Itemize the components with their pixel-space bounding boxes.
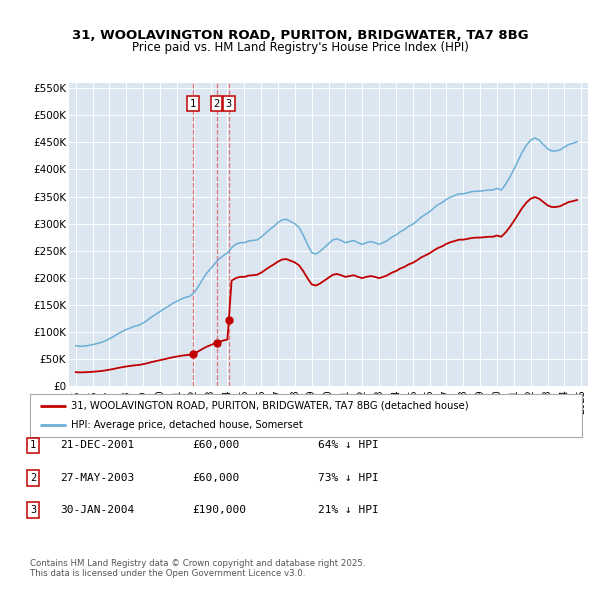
- Text: 21% ↓ HPI: 21% ↓ HPI: [318, 506, 379, 515]
- Text: 3: 3: [226, 99, 232, 109]
- Text: £60,000: £60,000: [192, 441, 239, 450]
- Text: 21-DEC-2001: 21-DEC-2001: [60, 441, 134, 450]
- Text: Contains HM Land Registry data © Crown copyright and database right 2025.
This d: Contains HM Land Registry data © Crown c…: [30, 559, 365, 578]
- Text: 30-JAN-2004: 30-JAN-2004: [60, 506, 134, 515]
- Text: 1: 1: [30, 441, 36, 450]
- Text: £190,000: £190,000: [192, 506, 246, 515]
- Text: HPI: Average price, detached house, Somerset: HPI: Average price, detached house, Some…: [71, 420, 303, 430]
- Text: 64% ↓ HPI: 64% ↓ HPI: [318, 441, 379, 450]
- Text: 73% ↓ HPI: 73% ↓ HPI: [318, 473, 379, 483]
- Text: 31, WOOLAVINGTON ROAD, PURITON, BRIDGWATER, TA7 8BG (detached house): 31, WOOLAVINGTON ROAD, PURITON, BRIDGWAT…: [71, 401, 469, 411]
- Text: 31, WOOLAVINGTON ROAD, PURITON, BRIDGWATER, TA7 8BG: 31, WOOLAVINGTON ROAD, PURITON, BRIDGWAT…: [71, 29, 529, 42]
- Text: £60,000: £60,000: [192, 473, 239, 483]
- Text: 27-MAY-2003: 27-MAY-2003: [60, 473, 134, 483]
- Text: Price paid vs. HM Land Registry's House Price Index (HPI): Price paid vs. HM Land Registry's House …: [131, 41, 469, 54]
- Text: 2: 2: [214, 99, 220, 109]
- Text: 1: 1: [190, 99, 196, 109]
- Text: 2: 2: [30, 473, 36, 483]
- Text: 3: 3: [30, 506, 36, 515]
